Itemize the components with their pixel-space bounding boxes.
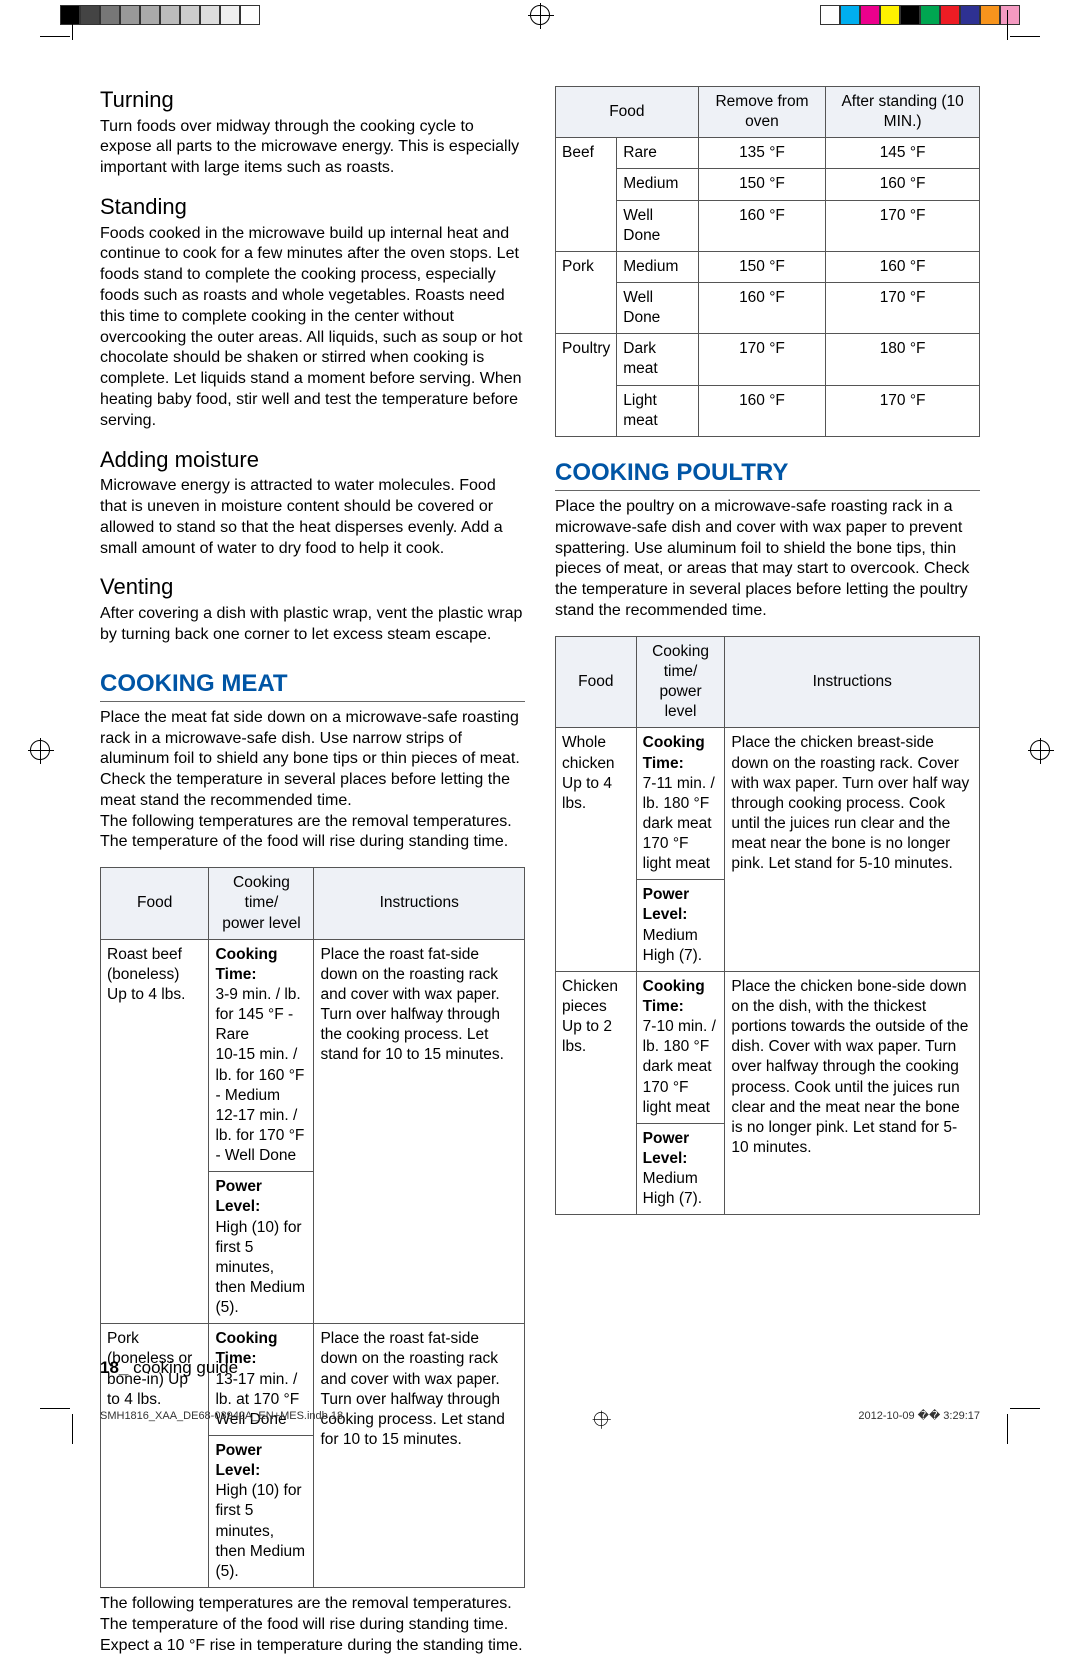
- crop-mark: [72, 1414, 73, 1444]
- crop-mark: [1010, 1408, 1040, 1409]
- cell-after: 170 °F: [826, 282, 980, 333]
- th-col: Food: [101, 868, 209, 939]
- th-col: Instructions: [314, 868, 525, 939]
- cell-food-group: Beef: [556, 138, 617, 252]
- th-col: Cooking time/ power level: [636, 636, 725, 728]
- cell-food-group: Poultry: [556, 334, 617, 437]
- cell-instructions: Place the chicken bone-side down on the …: [725, 971, 980, 1215]
- crop-mark: [40, 36, 70, 37]
- cell-remove: 150 °F: [698, 169, 825, 200]
- cell-doneness: Dark meat: [617, 334, 699, 385]
- cell-cooking-time: Cooking Time:7-10 min. / lb. 180 °F dark…: [636, 971, 725, 1123]
- th-col: Food: [556, 636, 637, 728]
- th-remove: Remove from oven: [698, 87, 825, 138]
- para-after-meat: The following temperatures are the remov…: [100, 1594, 525, 1656]
- cell-after: 160 °F: [826, 169, 980, 200]
- cell-remove: 135 °F: [698, 138, 825, 169]
- cell-instructions: Place the roast fat-side down on the roa…: [314, 1324, 525, 1588]
- heading-cooking-meat: COOKING MEAT: [100, 668, 525, 702]
- cell-remove: 160 °F: [698, 385, 825, 436]
- table-row: Light meat160 °F170 °F: [556, 385, 980, 436]
- th-col: Instructions: [725, 636, 980, 728]
- cell-doneness: Medium: [617, 251, 699, 282]
- cell-doneness: Light meat: [617, 385, 699, 436]
- cell-power-level: Power Level:High (10) for first 5 minute…: [209, 1172, 314, 1324]
- para-venting: After covering a dish with plastic wrap,…: [100, 604, 525, 646]
- print-file: SMH1816_XAA_DE68-03942A_EN+MES.indb 18: [100, 1409, 343, 1429]
- right-column: FoodRemove from ovenAfter standing (10 M…: [555, 80, 980, 1359]
- temperature-table: FoodRemove from ovenAfter standing (10 M…: [555, 86, 980, 437]
- cell-remove: 150 °F: [698, 251, 825, 282]
- print-date: 2012-10-09 �� 3:29:17: [858, 1409, 980, 1429]
- cell-doneness: Well Done: [617, 200, 699, 251]
- heading-standing: Standing: [100, 193, 525, 222]
- cell-power-level: Power Level:High (10) for first 5 minute…: [209, 1435, 314, 1587]
- th-food: Food: [556, 87, 699, 138]
- page-content: Turning Turn foods over midway through t…: [100, 80, 980, 1359]
- cell-remove: 160 °F: [698, 200, 825, 251]
- table-row: PorkMedium150 °F160 °F: [556, 251, 980, 282]
- cell-after: 170 °F: [826, 385, 980, 436]
- color-bar: [820, 5, 1020, 25]
- cell-after: 180 °F: [826, 334, 980, 385]
- cell-power-level: Power Level:Medium High (7).: [636, 1123, 725, 1215]
- para-meat: Place the meat fat side down on a microw…: [100, 708, 525, 854]
- para-poultry: Place the poultry on a microwave-safe ro…: [555, 497, 980, 622]
- para-standing: Foods cooked in the microwave build up i…: [100, 224, 525, 432]
- cell-food-group: Pork: [556, 251, 617, 333]
- table-row: Roast beef (boneless) Up to 4 lbs.Cookin…: [101, 939, 525, 1172]
- meat-table: FoodCooking time/ power levelInstruction…: [100, 867, 525, 1588]
- cell-power-level: Power Level:Medium High (7).: [636, 880, 725, 972]
- crop-mark: [40, 1408, 70, 1409]
- heading-turning: Turning: [100, 86, 525, 115]
- para-moisture: Microwave energy is attracted to water m…: [100, 476, 525, 559]
- print-info: SMH1816_XAA_DE68-03942A_EN+MES.indb 18 2…: [100, 1409, 980, 1429]
- cell-food: Chicken pieces Up to 2 lbs.: [556, 971, 637, 1215]
- cell-instructions: Place the roast fat-side down on the roa…: [314, 939, 525, 1324]
- crop-mark: [72, 10, 73, 40]
- registration-target-icon: [594, 1412, 608, 1426]
- heading-venting: Venting: [100, 573, 525, 602]
- table-row: PoultryDark meat170 °F180 °F: [556, 334, 980, 385]
- crop-mark: [1010, 36, 1040, 37]
- table-row: Medium150 °F160 °F: [556, 169, 980, 200]
- cell-cooking-time: Cooking Time:7-11 min. / lb. 180 °F dark…: [636, 728, 725, 880]
- page-footer: 18_ cooking guide: [100, 1357, 238, 1379]
- cell-doneness: Well Done: [617, 282, 699, 333]
- table-row: Whole chicken Up to 4 lbs.Cooking Time:7…: [556, 728, 980, 880]
- para-turning: Turn foods over midway through the cooki…: [100, 117, 525, 179]
- poultry-table: FoodCooking time/ power levelInstruction…: [555, 636, 980, 1216]
- registration-top: [0, 0, 1080, 30]
- cell-doneness: Rare: [617, 138, 699, 169]
- th-col: Cooking time/ power level: [209, 868, 314, 939]
- cell-instructions: Place the chicken breast-side down on th…: [725, 728, 980, 972]
- registration-target-icon: [530, 5, 550, 25]
- cell-after: 170 °F: [826, 200, 980, 251]
- th-after: After standing (10 MIN.): [826, 87, 980, 138]
- crop-mark: [1007, 1414, 1008, 1444]
- cell-food: Whole chicken Up to 4 lbs.: [556, 728, 637, 972]
- registration-target-icon: [1030, 740, 1050, 760]
- crop-mark: [1007, 10, 1008, 40]
- table-row: Well Done160 °F170 °F: [556, 200, 980, 251]
- cell-after: 160 °F: [826, 251, 980, 282]
- cell-remove: 170 °F: [698, 334, 825, 385]
- page-number: 18_: [100, 1358, 128, 1377]
- table-row: Well Done160 °F170 °F: [556, 282, 980, 333]
- table-row: Chicken pieces Up to 2 lbs.Cooking Time:…: [556, 971, 980, 1123]
- cell-cooking-time: Cooking Time:3-9 min. / lb. for 145 °F -…: [209, 939, 314, 1172]
- heading-moisture: Adding moisture: [100, 446, 525, 475]
- cell-food: Roast beef (boneless) Up to 4 lbs.: [101, 939, 209, 1324]
- registration-target-icon: [30, 740, 50, 760]
- grayscale-bar: [60, 5, 260, 25]
- cell-doneness: Medium: [617, 169, 699, 200]
- left-column: Turning Turn foods over midway through t…: [100, 80, 525, 1359]
- table-row: BeefRare135 °F145 °F: [556, 138, 980, 169]
- heading-cooking-poultry: COOKING POULTRY: [555, 457, 980, 491]
- cell-remove: 160 °F: [698, 282, 825, 333]
- cell-after: 145 °F: [826, 138, 980, 169]
- section-title: cooking guide: [133, 1358, 238, 1377]
